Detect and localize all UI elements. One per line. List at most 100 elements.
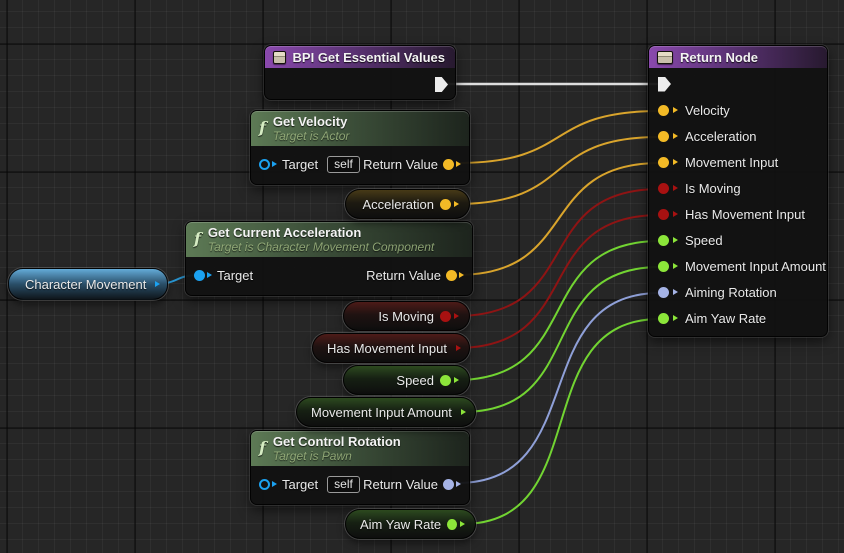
node-return-node[interactable]: Return Node Velocity Acceleration Moveme… xyxy=(648,45,828,337)
pin-circle[interactable] xyxy=(447,518,457,530)
pin-label: Aim Yaw Rate xyxy=(685,310,767,326)
pin-circle xyxy=(658,156,669,168)
wire-is-moving[interactable] xyxy=(455,188,661,317)
node-get-velocity[interactable]: f Get Velocity Target is Actor Target se… xyxy=(250,110,470,185)
variable-label: Is Moving xyxy=(378,308,434,324)
pin-label: Aiming Rotation xyxy=(685,284,777,300)
pin-arrow xyxy=(456,161,461,167)
pin-arrow xyxy=(673,211,678,217)
wire-acceleration[interactable] xyxy=(455,136,661,205)
pin-arrow xyxy=(272,161,277,167)
node-title: Get Control Rotation xyxy=(272,434,401,449)
variable-label: Aim Yaw Rate xyxy=(360,516,442,532)
self-default-value[interactable]: self xyxy=(327,155,360,173)
pin-label: Movement Input Amount xyxy=(685,258,826,274)
pin-aiming-rotation[interactable]: Aiming Rotation xyxy=(649,279,827,305)
return-value-pin[interactable]: Return Value xyxy=(366,268,464,283)
node-has-movement-input[interactable]: Has Movement Input xyxy=(312,333,470,363)
node-title: Get Current Acceleration xyxy=(207,225,362,240)
pin-circle xyxy=(259,158,270,170)
node-title: BPI Get Essential Values xyxy=(292,49,445,65)
pin-label: Has Movement Input xyxy=(685,206,805,222)
pin-arrow xyxy=(673,185,678,191)
pin-aim-yaw-rate[interactable]: Aim Yaw Rate xyxy=(649,305,827,331)
pin-label: Target xyxy=(282,156,319,172)
wire-movement-input[interactable] xyxy=(456,162,661,276)
pin-arrow xyxy=(272,481,277,487)
wire-movement-input-amount[interactable] xyxy=(461,266,661,413)
pin-arrow xyxy=(673,263,678,269)
pin-circle[interactable] xyxy=(440,198,451,210)
pin-speed[interactable]: Speed xyxy=(649,227,827,253)
pin-arrow xyxy=(460,521,465,527)
pin-arrow xyxy=(673,289,678,295)
wire-has-movement-input[interactable] xyxy=(455,214,661,349)
pin-arrow xyxy=(673,237,678,243)
target-pin[interactable]: Target self xyxy=(259,475,360,493)
pin-circle xyxy=(658,312,669,324)
pin-circle xyxy=(658,286,669,298)
pin-arrow xyxy=(460,409,466,415)
node-aim-yaw-rate[interactable]: Aim Yaw Rate xyxy=(345,509,476,539)
function-icon: f xyxy=(259,117,266,137)
pin-movement-input-amount[interactable]: Movement Input Amount xyxy=(649,253,827,279)
node-is-moving[interactable]: Is Moving xyxy=(343,301,470,331)
pin-arrow xyxy=(455,345,461,351)
wire-aiming-rotation[interactable] xyxy=(456,292,661,484)
exec-out-pin[interactable] xyxy=(435,77,448,92)
node-header: Return Node xyxy=(649,46,827,68)
node-movement-input-amount[interactable]: Movement Input Amount xyxy=(296,397,476,427)
pin-label: Is Moving xyxy=(685,180,741,196)
variable-label: Has Movement Input xyxy=(327,340,447,356)
node-character-movement[interactable]: Character Movement xyxy=(8,268,168,300)
wire-speed[interactable] xyxy=(455,240,661,381)
node-get-current-acceleration[interactable]: f Get Current Acceleration Target is Cha… xyxy=(185,221,473,296)
variable-label: Speed xyxy=(396,372,434,388)
variable-label: Acceleration xyxy=(362,196,434,212)
target-pin[interactable]: Target xyxy=(194,268,253,283)
node-subtitle: Target is Actor xyxy=(272,129,350,143)
pin-circle xyxy=(658,182,669,194)
function-icon: f xyxy=(259,437,266,457)
wire-aim-yaw-rate[interactable] xyxy=(461,318,661,525)
node-header: f Get Velocity Target is Actor xyxy=(251,111,469,146)
pin-arrow xyxy=(207,272,212,278)
pin-circle xyxy=(443,158,454,170)
node-speed[interactable]: Speed xyxy=(343,365,470,395)
node-header: f Get Current Acceleration Target is Cha… xyxy=(186,222,472,257)
pin-label: Acceleration xyxy=(685,128,757,144)
pin-velocity[interactable]: Velocity xyxy=(649,97,827,123)
pin-circle xyxy=(658,208,669,220)
return-value-pin[interactable]: Return Value xyxy=(363,477,461,492)
pin-label: Target xyxy=(282,476,319,492)
interface-function-icon xyxy=(657,50,673,64)
return-value-pin[interactable]: Return Value xyxy=(363,157,461,172)
pin-circle[interactable] xyxy=(440,310,451,322)
pin-movement-input[interactable]: Movement Input xyxy=(649,149,827,175)
node-bpi-get-essential-values[interactable]: BPI Get Essential Values xyxy=(264,45,456,100)
pin-has-movement-input[interactable]: Has Movement Input xyxy=(649,201,827,227)
function-icon: f xyxy=(194,228,201,248)
pin-acceleration[interactable]: Acceleration xyxy=(649,123,827,149)
pin-label: Velocity xyxy=(685,102,730,118)
node-acceleration[interactable]: Acceleration xyxy=(345,189,470,219)
interface-function-icon xyxy=(273,50,286,64)
pin-arrow xyxy=(155,281,161,287)
node-subtitle: Target is Pawn xyxy=(272,449,352,463)
wire-velocity[interactable] xyxy=(456,110,661,164)
pin-is-moving[interactable]: Is Moving xyxy=(649,175,827,201)
pin-circle xyxy=(658,104,669,116)
node-title: Return Node xyxy=(680,49,758,65)
node-header: f Get Control Rotation Target is Pawn xyxy=(251,431,469,466)
pin-arrow xyxy=(673,315,678,321)
self-default-value[interactable]: self xyxy=(327,475,360,493)
pin-circle[interactable] xyxy=(440,374,451,386)
target-pin[interactable]: Target self xyxy=(259,155,360,173)
node-get-control-rotation[interactable]: f Get Control Rotation Target is Pawn Ta… xyxy=(250,430,470,505)
exec-in-pin[interactable] xyxy=(658,76,671,92)
node-header: BPI Get Essential Values xyxy=(265,46,455,68)
pin-arrow xyxy=(454,313,459,319)
node-title: Get Velocity xyxy=(272,114,348,129)
pin-arrow xyxy=(673,159,678,165)
